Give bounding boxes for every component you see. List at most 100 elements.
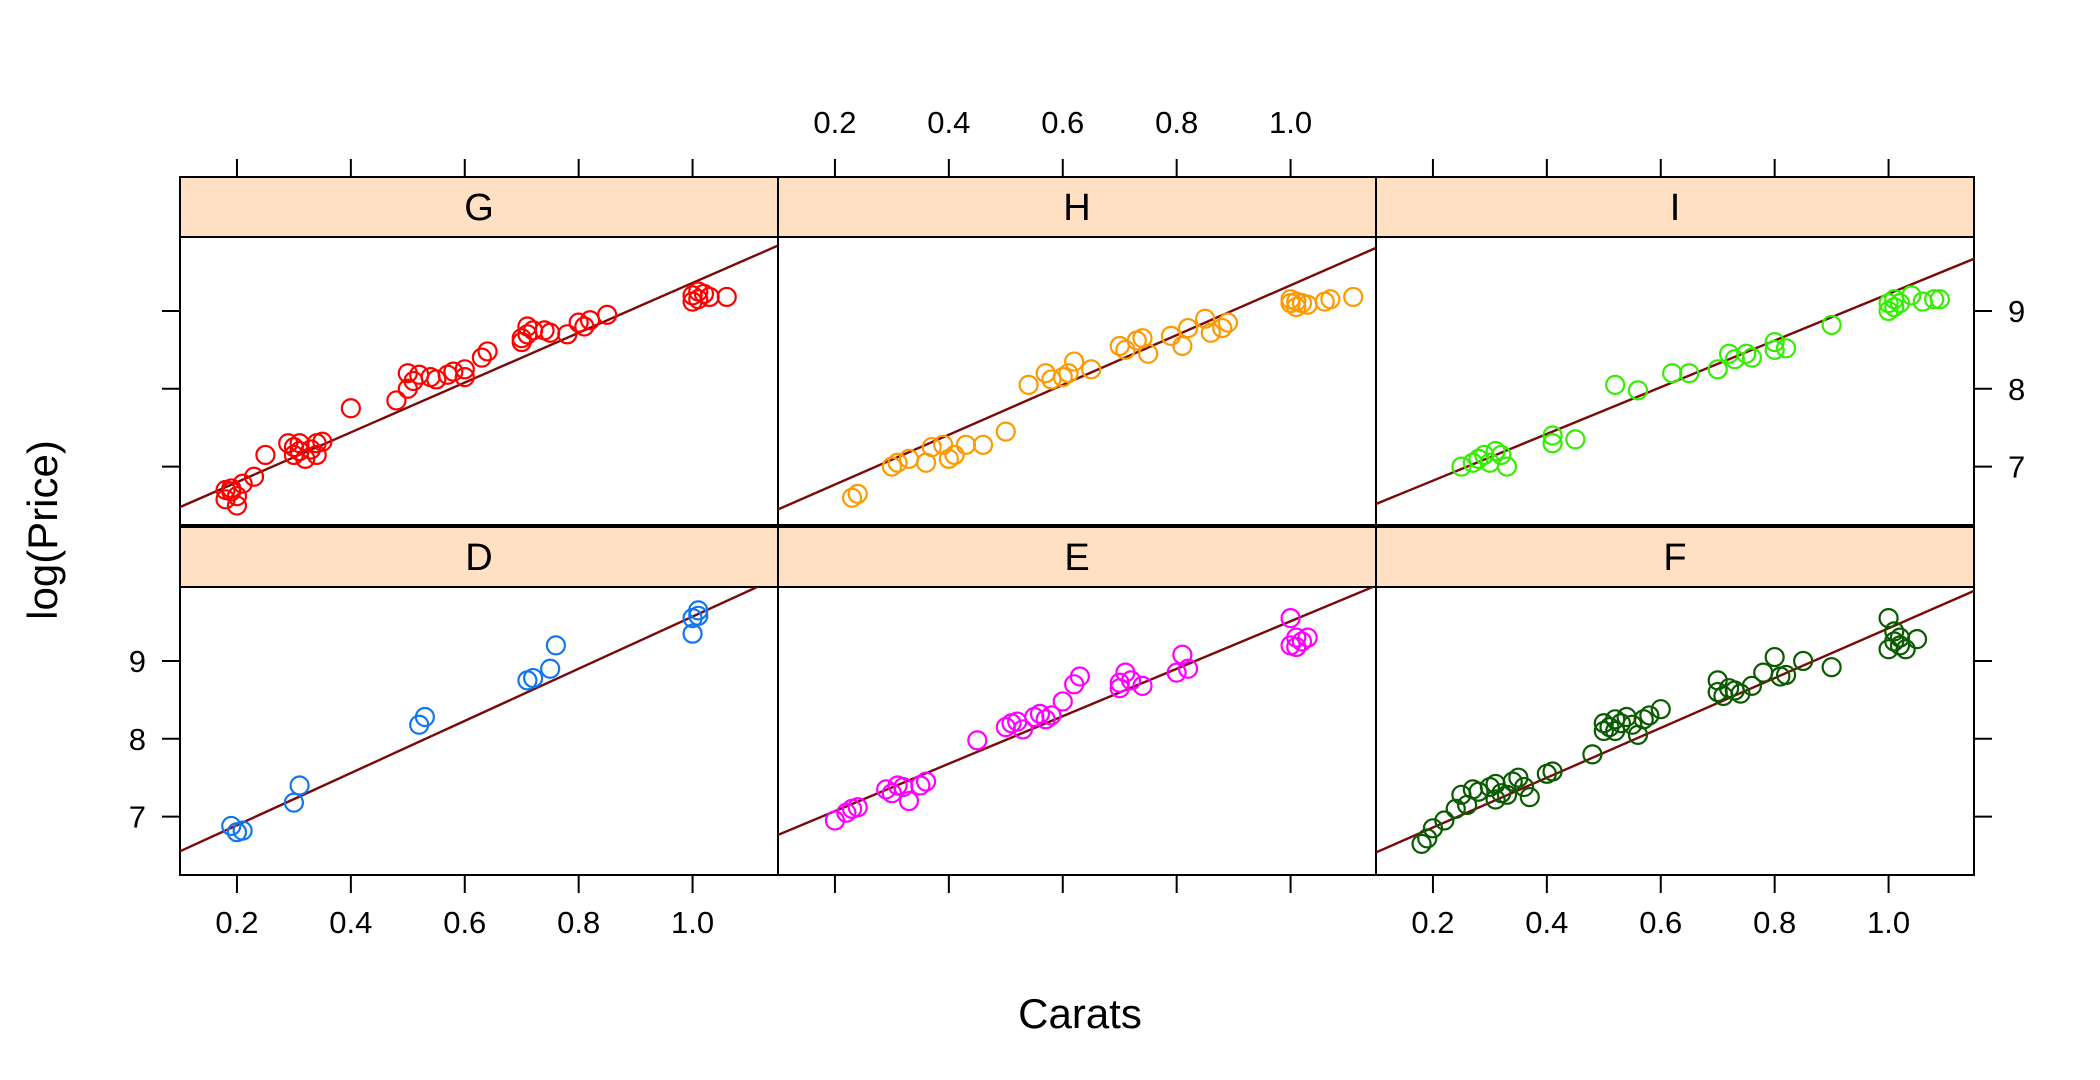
point-F [1895,639,1916,660]
point-H [881,456,903,477]
point-F [1496,784,1518,805]
x-tick-label: 0.6 [1041,105,1084,140]
point-G [226,486,248,507]
point-I [1542,433,1563,454]
point-F [1633,709,1654,730]
point-G [574,316,595,337]
point-I [1884,296,1905,318]
strip-E [777,526,1377,588]
panel-G: G [179,176,779,526]
panel-H: H [777,176,1377,526]
point-F [1417,828,1438,849]
point-H [933,434,954,455]
panel-I: I [1375,176,1975,526]
point-E [1280,608,1301,629]
strip-I [1375,176,1975,238]
point-F [1485,789,1506,810]
point-F [1889,635,1911,656]
point-I [1924,289,1945,310]
point-G [688,289,709,310]
strip-D [179,526,779,588]
point-F [1775,664,1797,686]
point-F [1793,650,1814,672]
point-I [1468,448,1489,469]
point-H [1041,369,1062,390]
point-H [1172,335,1193,357]
strip-label-H: H [1063,187,1090,229]
point-G [306,444,327,466]
point-H [1320,289,1341,310]
point-D [289,775,310,796]
point-H [1217,312,1239,333]
point-I [1565,429,1586,450]
point-I [1878,293,1899,314]
point-E [1297,627,1318,648]
x-tick-label: 0.2 [1411,905,1454,940]
x-tick-label: 1.0 [671,905,714,940]
point-F [1434,810,1455,831]
point-G [255,444,276,466]
point-E [967,730,988,751]
point-F [1610,713,1631,734]
x-tick-label: 0.8 [557,905,600,940]
point-E [915,771,937,792]
point-G [232,473,253,494]
point-E [1035,709,1056,730]
point-E [898,790,920,812]
point-G [477,341,498,362]
point-F [1519,787,1540,808]
point-F [1542,761,1563,782]
point-I [1764,339,1785,360]
fit-line-H [778,246,1376,511]
point-D [414,706,435,728]
y-axis-title: log(Price) [19,440,66,620]
point-G [454,367,475,388]
point-G [312,431,333,452]
point-I [1901,285,1922,306]
point-E [836,802,857,823]
point-H [887,452,908,473]
y-tick-label: 9 [129,644,146,679]
point-F [1582,744,1603,765]
point-E [910,775,931,796]
point-I [1707,359,1728,380]
point-G [243,466,265,487]
point-F [1445,798,1466,819]
x-tick-label: 0.4 [329,905,372,940]
point-E [1121,670,1142,691]
strip-label-E: E [1064,537,1089,579]
x-tick-label: 1.0 [1867,905,1910,940]
fit-line-D [180,587,761,853]
panel-frame-I [1375,236,1975,526]
point-H [938,448,959,469]
point-I [1821,314,1842,336]
point-I [1485,440,1506,462]
point-H [1195,308,1216,329]
point-F [1878,608,1899,629]
point-I [1775,338,1797,359]
point-I [1679,363,1700,384]
strip-H [777,176,1377,238]
panel-layer: G H I D E F [179,176,1975,876]
point-F [1593,720,1614,742]
point-E [1132,675,1153,696]
point-I [1491,444,1512,466]
point-D [232,820,253,841]
point-H [944,444,965,466]
point-D [523,667,544,689]
point-I [1451,456,1472,477]
point-D [682,623,703,644]
point-I [1627,380,1649,401]
point-I [1736,343,1757,364]
point-I [1929,289,1950,310]
x-tick-label: 0.8 [1155,105,1198,140]
x-tick-label: 0.2 [813,105,856,140]
point-F [1411,833,1432,854]
point-F [1884,621,1905,642]
point-F [1502,771,1523,792]
y-tick-label: 8 [2008,372,2025,407]
x-tick-label: 0.4 [927,105,970,140]
point-G [340,398,361,419]
point-D [540,658,561,679]
